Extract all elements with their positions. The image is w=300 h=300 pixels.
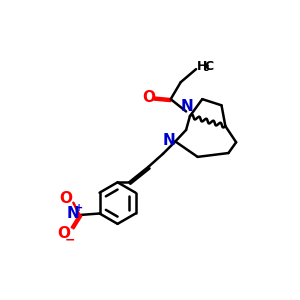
Text: C: C: [205, 59, 214, 73]
Text: O: O: [142, 90, 155, 105]
Text: N: N: [163, 133, 175, 148]
Text: 3: 3: [203, 64, 209, 73]
Text: −: −: [65, 233, 76, 246]
Text: +: +: [75, 203, 83, 213]
Text: N: N: [181, 99, 193, 114]
Text: O: O: [58, 226, 70, 241]
Text: N: N: [67, 206, 80, 221]
Text: O: O: [59, 190, 72, 206]
Text: H: H: [197, 59, 207, 73]
